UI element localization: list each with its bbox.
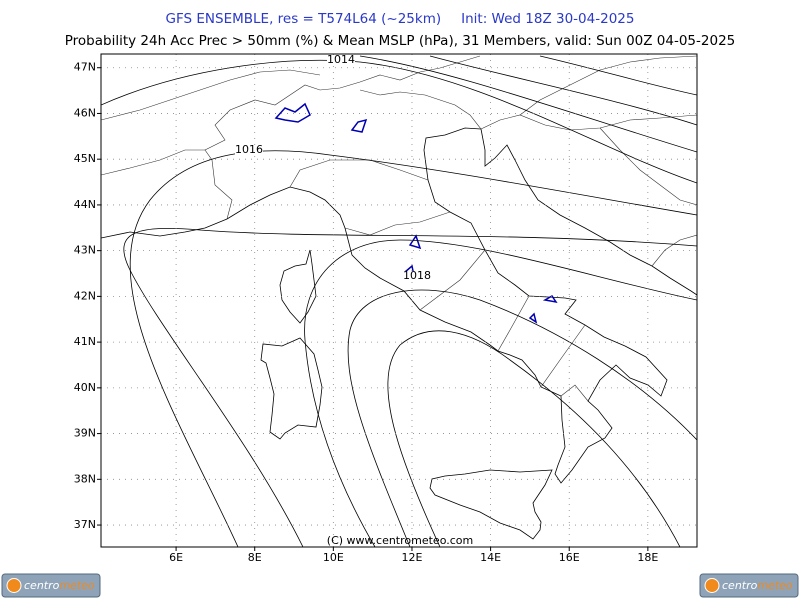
lat-tick-label: 42N xyxy=(74,289,96,302)
border xyxy=(540,324,586,388)
border xyxy=(344,211,451,236)
border xyxy=(480,114,697,131)
logo-icon xyxy=(6,578,22,593)
lat-tick-label: 37N xyxy=(74,518,96,531)
lon-tick-label: 12E xyxy=(401,551,422,564)
logo-box xyxy=(1,573,101,598)
logo: centrometeo xyxy=(699,573,799,598)
lat-tick-label: 40N xyxy=(74,381,96,394)
model-info: GFS ENSEMBLE, res = T574L64 (~25km) xyxy=(166,11,442,27)
logo-icon xyxy=(704,578,720,593)
logo-part: meteo xyxy=(757,579,793,592)
lon-tick-label: 10E xyxy=(323,551,344,564)
border xyxy=(651,234,697,267)
border xyxy=(497,295,530,352)
lon-tick-label: 16E xyxy=(559,551,580,564)
lat-tick-label: 41N xyxy=(74,335,96,348)
border xyxy=(560,384,589,402)
coastline xyxy=(226,127,668,484)
label-bg xyxy=(235,145,263,156)
lat-tick-label: 38N xyxy=(74,472,96,485)
coastline xyxy=(260,337,323,440)
border xyxy=(101,149,205,176)
label-bg xyxy=(403,271,431,282)
border xyxy=(359,89,482,130)
logo-part: meteo xyxy=(59,579,95,592)
coastline xyxy=(101,218,228,239)
logo-part: centro xyxy=(24,579,60,592)
isobar-label: 1016 xyxy=(235,143,263,156)
border xyxy=(289,159,429,188)
coastline xyxy=(429,469,553,540)
border xyxy=(419,249,486,311)
border xyxy=(519,55,697,116)
coastline xyxy=(480,128,697,296)
isobar-label: 1018 xyxy=(403,269,431,282)
lat-tick-label: 39N xyxy=(74,427,96,440)
logo: centrometeo xyxy=(1,573,101,598)
map-area: 6E 8E 10E 12E 14E 16E 18E 37N 38N 39N 40N 41N 42N 43N… xyxy=(74,53,698,564)
isobar-label: 1014 xyxy=(327,53,355,66)
title: GFS ENSEMBLE, res = T574L64 (~25km) Init:… xyxy=(166,11,635,27)
border xyxy=(599,127,697,206)
grid: 6E 8E 10E 12E 14E 16E 18E 37N 38N 39N 40N 41N 42N 43N… xyxy=(74,54,697,564)
init-info: Init: Wed 18Z 30-04-2025 xyxy=(461,11,634,27)
lat-tick-label: 45N xyxy=(74,152,96,165)
watermark: (C) www.centrometeo.com xyxy=(327,534,473,547)
border xyxy=(101,69,321,121)
logo-text: centrometeo xyxy=(722,579,793,592)
lat-tick-label: 46N xyxy=(74,106,96,119)
isobars xyxy=(101,55,697,547)
map-frame xyxy=(100,53,698,548)
logo-box xyxy=(699,573,799,598)
border xyxy=(204,55,481,220)
lon-tick-label: 14E xyxy=(480,551,501,564)
logo-text: centrometeo xyxy=(24,579,95,592)
precip-contours xyxy=(274,102,558,324)
logo-part: centro xyxy=(722,579,758,592)
lat-tick-label: 47N xyxy=(74,61,96,74)
lat-tick-label: 43N xyxy=(74,244,96,257)
geography xyxy=(101,55,697,547)
lat-tick-label: 44N xyxy=(74,198,96,211)
lon-tick-label: 18E xyxy=(637,551,658,564)
subtitle: Probability 24h Acc Prec > 50mm (%) & Me… xyxy=(65,33,736,49)
lon-tick-label: 6E xyxy=(169,551,183,564)
label-bg xyxy=(327,55,355,66)
coastline xyxy=(279,249,317,324)
lon-tick-label: 8E xyxy=(248,551,262,564)
